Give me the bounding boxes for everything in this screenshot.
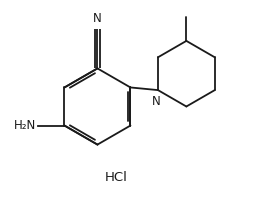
Text: H₂N: H₂N xyxy=(14,119,36,132)
Text: HCl: HCl xyxy=(105,171,128,184)
Text: N: N xyxy=(152,95,161,108)
Text: N: N xyxy=(93,12,102,25)
